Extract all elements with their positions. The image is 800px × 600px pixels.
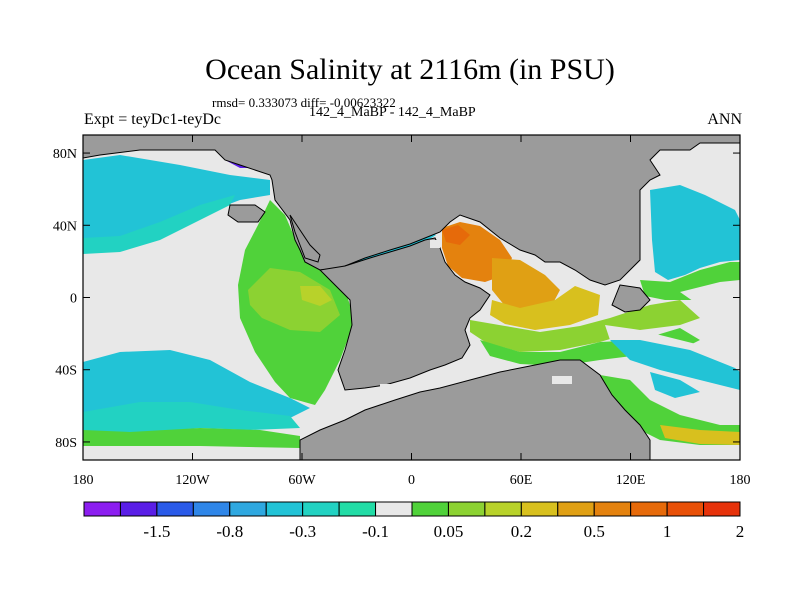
y-tick-label: 40S (55, 364, 77, 379)
panthalassa-east-cyan (650, 185, 740, 280)
indian-lightgreen-field (480, 328, 700, 366)
panthalassa-east-white (680, 280, 740, 306)
colorbar-swatch (192, 501, 231, 517)
y-axis: 80N 40N 0 40S 80S (53, 147, 740, 451)
land-africa-south-america (318, 237, 491, 391)
colorbar-swatch (447, 501, 486, 517)
experiment-label: Expt = teyDc1-teyDc (84, 111, 221, 128)
x-tick-label: 60W (288, 473, 316, 488)
missing-patch-2 (380, 384, 396, 394)
y-tick-label: 80N (53, 147, 77, 162)
south-pacific-lowlevel (83, 402, 300, 438)
land-southeast-asia (611, 284, 651, 313)
land-india-antarctic (299, 359, 651, 460)
tethys-east-inner (442, 225, 470, 245)
x-tick-label: 0 (408, 473, 415, 488)
x-tick-label: 120E (616, 473, 646, 488)
colorbar-swatch (630, 501, 668, 517)
colorbar: -1.5 -0.8 -0.3 -0.1 0.05 0.2 0.5 1 2 (83, 501, 745, 541)
x-axis: 180 120W 60W 0 60E 120E 180 (73, 135, 751, 488)
colorbar-swatch (229, 501, 267, 517)
missing-patch (430, 240, 440, 248)
case-label: 142_4_MaBP - 142_4_MaBP (309, 105, 476, 120)
land-pacific-island (227, 204, 266, 223)
x-tick-label: 60E (510, 473, 533, 488)
colorbar-swatch (265, 501, 304, 517)
colorbar-label: -1.5 (143, 522, 170, 541)
colorbar-swatch (520, 501, 559, 517)
colorbar-swatch (557, 501, 595, 517)
colorbar-swatch (156, 501, 194, 517)
north-pacific-edge (83, 195, 235, 254)
southern-ocean-green (83, 428, 300, 448)
season-label: ANN (707, 111, 742, 128)
colorbar-swatch (411, 501, 449, 517)
east-pacific-core (300, 286, 332, 306)
colorbar-label: -0.1 (362, 522, 389, 541)
indian-warm-field (492, 258, 560, 310)
land-east-asia (289, 214, 321, 263)
colorbar-swatch (338, 501, 377, 517)
south-pacific-field (83, 350, 310, 418)
land-north-america (83, 135, 740, 286)
colorbar-swatch (593, 501, 632, 517)
colorbar-swatch (703, 501, 741, 517)
colorbar-swatch (666, 501, 705, 517)
colorbar-label: 0.5 (584, 522, 605, 541)
colorbar-label: 2 (736, 522, 745, 541)
y-tick-label: 80S (55, 436, 77, 451)
east-south-cyan (610, 340, 740, 390)
colorbar-swatch (119, 501, 158, 517)
colorbar-label: 1 (663, 522, 672, 541)
indian-green-field (470, 300, 700, 352)
north-pacific-field (83, 155, 270, 252)
colorbar-swatch (83, 501, 121, 517)
missing-patch-3 (552, 376, 572, 384)
colorbar-label: -0.8 (216, 522, 243, 541)
indian-yellow-field (490, 286, 600, 330)
colorbar-swatch (484, 501, 522, 517)
east-indian-blue (650, 372, 700, 398)
colorbar-label: 0.05 (434, 522, 464, 541)
stats-label: rmsd= 0.333073 diff= -0.00623322 (212, 95, 396, 110)
x-tick-label: 180 (73, 473, 94, 488)
x-tick-label: 120W (175, 473, 210, 488)
east-pacific-yellow (248, 268, 340, 332)
colorbar-label: -0.3 (289, 522, 316, 541)
colorbar-label: 0.2 (511, 522, 532, 541)
y-tick-label: 40N (53, 219, 77, 234)
colorbar-swatch (375, 501, 413, 517)
east-indian-yellow (660, 425, 740, 445)
chart-title: Ocean Salinity at 2116m (in PSU) (205, 53, 615, 86)
colorbar-swatch (302, 501, 340, 517)
y-tick-label: 0 (70, 292, 77, 307)
x-tick-label: 180 (730, 473, 751, 488)
